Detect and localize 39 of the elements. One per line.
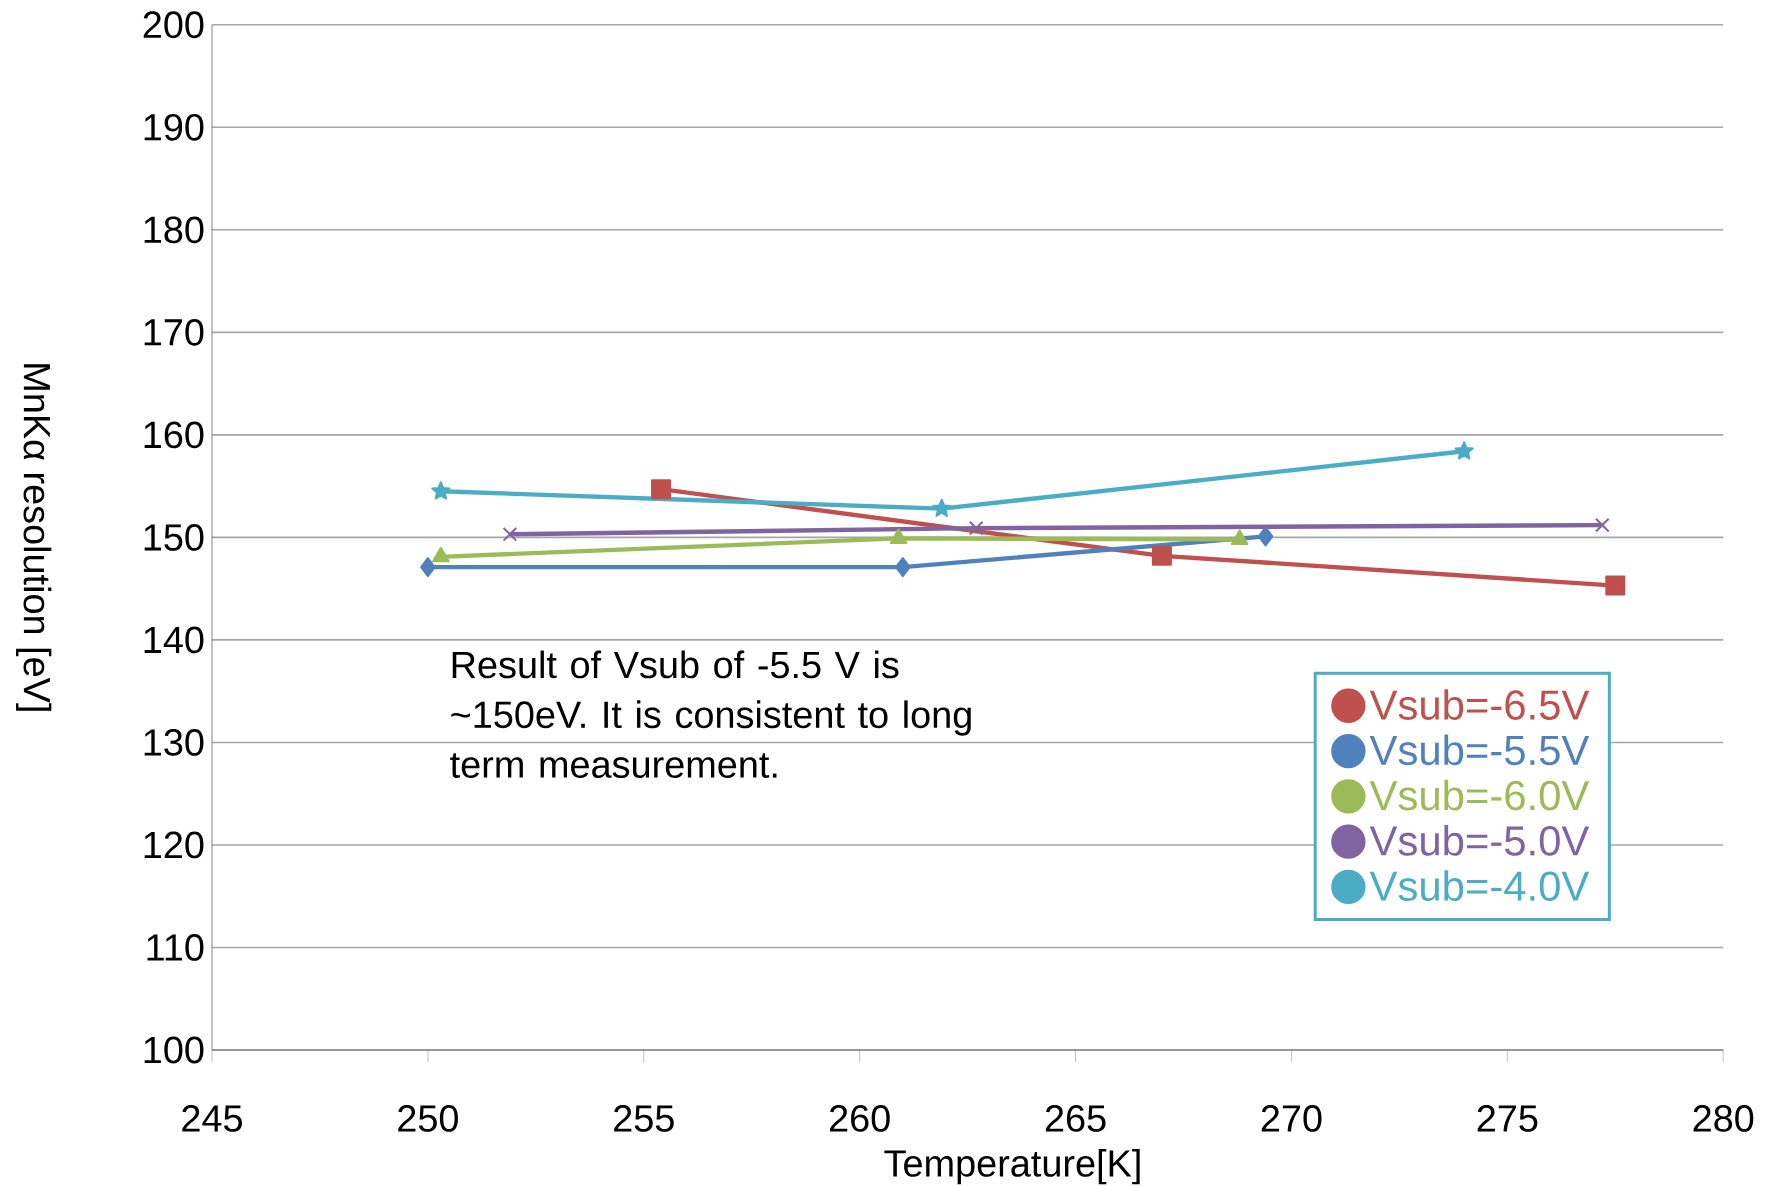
- point: [1594, 517, 1610, 533]
- y-axis-title: MnKα resolution [eV]: [16, 364, 52, 711]
- y-tick-label: 110: [147, 934, 204, 961]
- point: [1605, 575, 1626, 596]
- x-axis-title: Temperature[K]: [884, 1149, 1140, 1185]
- y-tick-label: 170: [144, 318, 204, 346]
- point: [968, 520, 984, 536]
- y-tick-label: 190: [144, 113, 204, 141]
- point: [895, 557, 911, 578]
- point: [651, 479, 672, 500]
- point: [1454, 441, 1474, 460]
- annotation: Result of Vsub of -5.5 V is ~150eV. It is consistent to long term measurement.: [450, 650, 971, 778]
- x-tick-label: 260: [829, 1105, 890, 1132]
- point: [1151, 545, 1172, 566]
- y-tick-label: 160: [144, 421, 204, 449]
- y-tick-label: 120: [144, 831, 204, 859]
- point: [420, 557, 436, 578]
- legend-label: Vsub=-4.0V: [1369, 870, 1590, 901]
- x-tick-label: 280: [1693, 1105, 1754, 1132]
- x-tick-label: 265: [1045, 1105, 1106, 1132]
- legend-label: Vsub=-5.5V: [1369, 734, 1590, 766]
- y-tick-label: 200: [143, 11, 204, 39]
- x-tick-label: 255: [614, 1105, 674, 1132]
- x-tick-label: 275: [1477, 1105, 1538, 1132]
- point: [502, 526, 518, 542]
- y-tick-label: 150: [144, 523, 204, 551]
- point: [1257, 526, 1274, 547]
- legend-label: Vsub=-6.5V: [1369, 689, 1590, 720]
- y-tick-label: 180: [144, 216, 204, 244]
- y-tick-label: 100: [144, 1036, 204, 1064]
- x-tick-label: 270: [1261, 1105, 1322, 1132]
- y-tick-label: 130: [144, 729, 204, 756]
- x-tick-label: 250: [398, 1105, 458, 1132]
- y-tick-label: 140: [144, 626, 204, 654]
- point: [932, 498, 952, 517]
- legend-label: Vsub=-6.0V: [1369, 779, 1590, 811]
- x-tick-label: 245: [182, 1105, 242, 1132]
- point: [431, 481, 451, 500]
- legend-label: Vsub=-5.0V: [1369, 825, 1590, 856]
